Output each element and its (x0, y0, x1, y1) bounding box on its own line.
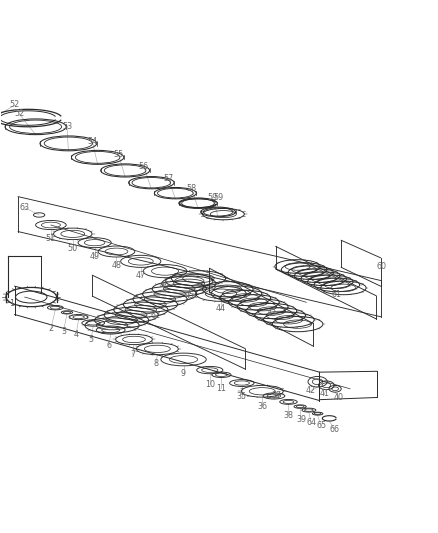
Text: 41: 41 (319, 390, 329, 399)
Text: 47: 47 (136, 271, 146, 280)
Text: 40: 40 (334, 393, 343, 402)
Text: 36: 36 (257, 402, 267, 410)
Text: 5: 5 (88, 335, 94, 344)
Text: 57: 57 (163, 174, 173, 183)
Text: 42: 42 (306, 386, 316, 395)
Text: 56: 56 (139, 163, 149, 172)
Text: 2: 2 (48, 324, 53, 333)
Text: 58: 58 (187, 184, 197, 193)
Text: 55: 55 (113, 150, 124, 159)
Text: 9: 9 (181, 369, 186, 378)
Text: 61: 61 (331, 289, 341, 298)
Text: 51: 51 (46, 235, 56, 244)
Text: 3: 3 (61, 327, 66, 336)
Text: 39: 39 (296, 415, 306, 424)
Text: 52: 52 (10, 100, 20, 109)
Text: 45: 45 (184, 291, 194, 300)
Text: 10: 10 (205, 379, 215, 389)
Text: 64: 64 (306, 418, 316, 427)
Text: 44: 44 (216, 304, 226, 313)
Text: 52: 52 (14, 109, 24, 118)
Text: 6: 6 (106, 341, 111, 350)
Text: 43: 43 (266, 309, 276, 318)
Text: 60: 60 (376, 262, 386, 271)
Text: 54: 54 (87, 137, 97, 146)
Text: 4: 4 (74, 330, 78, 339)
Text: 11: 11 (216, 384, 226, 393)
Text: 37: 37 (271, 391, 281, 400)
Text: 48: 48 (112, 261, 121, 270)
Text: 8: 8 (153, 359, 159, 368)
Text: 46: 46 (160, 280, 170, 289)
Text: 50: 50 (68, 244, 78, 253)
Text: 1: 1 (9, 299, 14, 308)
Text: 66: 66 (329, 425, 339, 434)
Text: 38: 38 (283, 411, 293, 420)
Text: 59: 59 (213, 193, 223, 202)
Text: 63: 63 (20, 203, 30, 212)
Text: 53: 53 (62, 122, 72, 131)
Text: 35: 35 (237, 392, 247, 401)
Text: 7: 7 (130, 350, 135, 359)
Text: 62: 62 (151, 311, 161, 320)
Text: 59: 59 (207, 193, 218, 202)
Text: 65: 65 (316, 422, 326, 430)
Text: 49: 49 (89, 252, 100, 261)
